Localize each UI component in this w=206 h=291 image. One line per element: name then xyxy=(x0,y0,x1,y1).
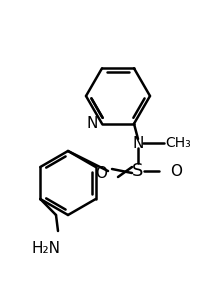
Text: CH₃: CH₃ xyxy=(165,136,191,150)
Text: O: O xyxy=(95,166,107,180)
Text: N: N xyxy=(87,116,98,131)
Text: H₂N: H₂N xyxy=(32,241,61,256)
Text: N: N xyxy=(132,136,144,150)
Text: S: S xyxy=(132,162,144,180)
Text: O: O xyxy=(170,164,182,178)
